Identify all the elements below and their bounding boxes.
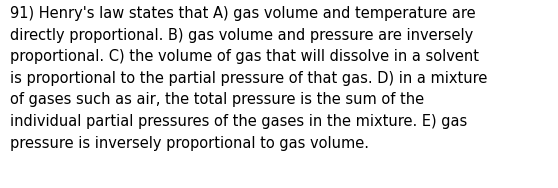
Text: 91) Henry's law states that A) gas volume and temperature are
directly proportio: 91) Henry's law states that A) gas volum… [10,6,488,151]
